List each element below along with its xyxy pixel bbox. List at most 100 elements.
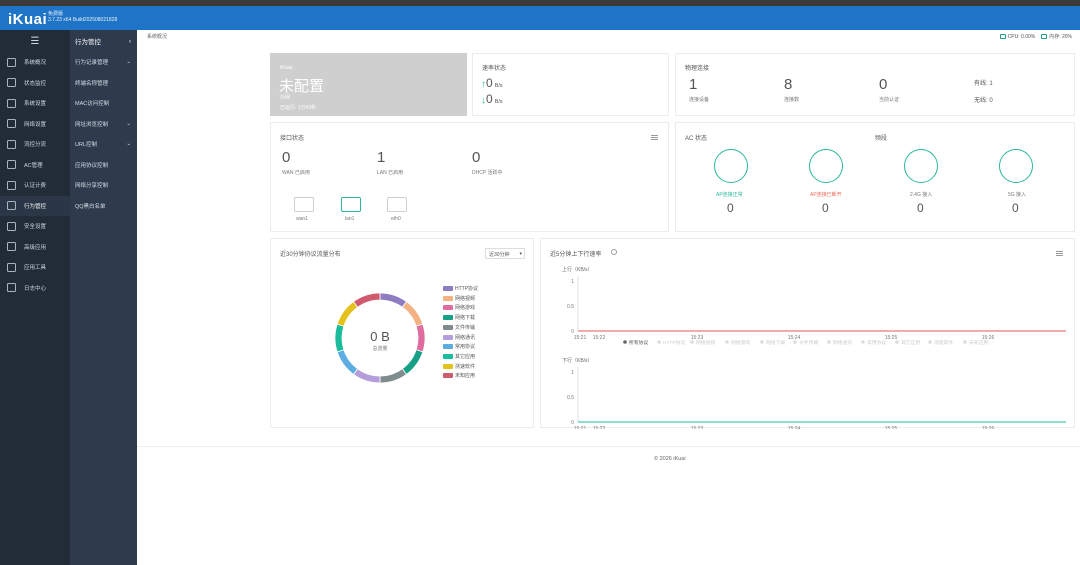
- legend-item-2[interactable]: 网络游戏: [443, 304, 475, 311]
- speed-legend-item-9[interactable]: 测速软件: [934, 339, 953, 346]
- sidebar-item-9[interactable]: 高级应用: [0, 237, 70, 258]
- sidebar-item-6[interactable]: 认证计费: [0, 175, 70, 196]
- submenu-item-1[interactable]: 终端名称管理: [70, 73, 137, 94]
- iface-stat-0-label: WAN 已启用: [282, 170, 310, 176]
- donut-slice-7[interactable]: [334, 323, 345, 353]
- speed-legend-item-8[interactable]: 其它应用: [901, 339, 920, 346]
- donut-slice-3[interactable]: [401, 349, 424, 375]
- donut-slice-1[interactable]: [401, 301, 424, 327]
- legend-item-6[interactable]: 常用协议: [443, 343, 475, 350]
- legend-item-7[interactable]: 其它应用: [443, 353, 475, 360]
- submenu-title[interactable]: 行为管控 ‹: [70, 30, 137, 52]
- donut-slice-5[interactable]: [352, 368, 381, 384]
- sidebar-item-icon: [7, 262, 16, 272]
- donut-slice-8[interactable]: [336, 301, 359, 327]
- speed-legend-item-4[interactable]: 网络下载: [766, 339, 785, 346]
- donut-slice-9[interactable]: [352, 292, 381, 308]
- sidebar-item-label: 行为管控: [24, 203, 47, 210]
- legend-item-1[interactable]: 网络视频: [443, 295, 475, 302]
- sidebar-item-4[interactable]: 流控分流: [0, 134, 70, 155]
- sidebar-item-1[interactable]: 状态监控: [0, 73, 70, 94]
- submenu-item-4[interactable]: URL控制 ⌄: [70, 134, 137, 155]
- sidebar-item-7[interactable]: 行为管控: [0, 195, 70, 216]
- port-lan1-icon[interactable]: [341, 197, 361, 212]
- submenu-item-label: 网址浏览控制: [75, 121, 109, 128]
- sidebar-item-label: 高级应用: [24, 244, 47, 251]
- chart-1-ytick: 0: [571, 329, 574, 335]
- speed-chart-card: 近5分钟上下行速率 上行（KB/s） 0 0.5 1 15:21 15:22 15:23 15…: [540, 238, 1075, 429]
- iface-stat-2-value: 0: [472, 149, 481, 166]
- sidebar-item-label: 流控分流: [24, 142, 47, 149]
- donut-slice-2[interactable]: [415, 323, 426, 353]
- sidebar-item-0[interactable]: 系统概况: [0, 52, 70, 73]
- submenu-item-6[interactable]: 网络分享控制: [70, 175, 137, 196]
- port-lan1-label: lan1: [345, 216, 355, 222]
- legend-item-0[interactable]: HTTP协议: [443, 285, 478, 292]
- submenu-item-3[interactable]: 网址浏览控制 ⌄: [70, 114, 137, 135]
- speed-legend-item-2[interactable]: 网络视频: [696, 339, 715, 346]
- sidebar-item-5[interactable]: AC管理: [0, 155, 70, 176]
- legend-swatch: [443, 286, 453, 291]
- iface-stat-0-value: 0: [282, 149, 291, 166]
- legend-swatch: [443, 353, 453, 359]
- wireless-count: 无线: 0: [974, 98, 993, 104]
- submenu-item-5[interactable]: 应用协议控制: [70, 155, 137, 176]
- ac-card-subtitle: 频段: [875, 136, 888, 142]
- chart-2-ytick: 0: [571, 420, 574, 426]
- speed-legend-item-0[interactable]: 所有协议: [629, 339, 648, 346]
- version-label: 3.7.23 x64 Build202508021828: [48, 17, 118, 23]
- wifi-5g-label: 5G 接入: [1008, 192, 1027, 198]
- upload-rate-value: 0: [486, 76, 493, 90]
- donut-slice-6[interactable]: [336, 349, 359, 375]
- submenu-item-7[interactable]: QQ黑白名单: [70, 196, 137, 217]
- speed-legend-dot: [827, 340, 831, 344]
- speed-legend-dot: [725, 340, 729, 344]
- chevron-down-icon: ▾: [519, 251, 522, 257]
- sidebar-item-8[interactable]: 安全设置: [0, 216, 70, 237]
- speed-legend-item-10[interactable]: 未知应用: [969, 339, 988, 346]
- help-icon[interactable]: [611, 249, 617, 255]
- sidebar-item-label: 状态监控: [24, 80, 47, 87]
- submenu-item-2[interactable]: MAC访问控制: [70, 93, 137, 114]
- rate-card-title: 速率状态: [482, 66, 507, 72]
- legend-swatch: [443, 363, 453, 369]
- speed-legend-item-5[interactable]: 文件传输: [799, 339, 818, 346]
- speed-legend-item-1[interactable]: HTTP协议: [663, 339, 685, 346]
- port-wan1-icon[interactable]: [294, 197, 314, 212]
- chevron-down-icon: ⌄: [126, 120, 131, 127]
- speed-legend-item-6[interactable]: 网络通讯: [833, 339, 852, 346]
- legend-item-8[interactable]: 测速软件: [443, 363, 475, 370]
- legend-item-9[interactable]: 未知应用: [443, 372, 475, 379]
- donut-slice-4[interactable]: [379, 368, 408, 384]
- iface-stat-1-label: LAN 已启用: [377, 170, 404, 176]
- sidebar-toggle-icon[interactable]: ☰: [30, 35, 40, 47]
- sidebar-item-3[interactable]: 网络设置: [0, 114, 70, 135]
- chart-2-ylabel: 下行（KB/s）: [562, 357, 593, 364]
- arrow-down-icon: ↓: [481, 95, 486, 106]
- legend-swatch: [443, 344, 453, 350]
- top-header: iKuai 免费版 3.7.23 x64 Build202508021828: [0, 6, 1080, 30]
- menu-icon[interactable]: [1056, 251, 1063, 256]
- sidebar-item-10[interactable]: 应用工具: [0, 257, 70, 278]
- interface-status-card: 接口状态 0 WAN 已启用 1 LAN 已启用 0 DHCP 活跃中 wan1…: [270, 122, 669, 232]
- port-eth0-icon[interactable]: [387, 197, 407, 212]
- sidebar-item-11[interactable]: 日志中心: [0, 278, 70, 299]
- speed-legend-item-7[interactable]: 常用协议: [867, 339, 886, 346]
- sidebar-item-2[interactable]: 系统设置: [0, 93, 70, 114]
- legend-item-5[interactable]: 网络通讯: [443, 334, 475, 341]
- menu-icon[interactable]: [651, 135, 658, 140]
- chart-2-ytick: 0.5: [567, 395, 574, 401]
- legend-item-3[interactable]: 网络下载: [443, 314, 475, 321]
- wan-brand: iKuai: [280, 65, 293, 71]
- speed-legend-item-3[interactable]: 网络游戏: [731, 339, 750, 346]
- donut-slice-0[interactable]: [379, 292, 408, 308]
- mem-text: 内存: 20%: [1049, 34, 1072, 40]
- proto-card-title: 近30分钟协议流量分布: [280, 252, 341, 258]
- legend-item-4[interactable]: 文件传输: [443, 324, 475, 331]
- submenu-item-label: URL控制: [75, 142, 98, 149]
- submenu-item-0[interactable]: 行为记录管理 ⌄: [70, 52, 137, 73]
- ikuai-logo[interactable]: iKuai: [8, 11, 48, 28]
- legend-label: 测速软件: [455, 363, 476, 370]
- legend-label: 网络下载: [455, 315, 476, 322]
- time-range-select[interactable]: 近30分钟 ▾: [485, 248, 525, 259]
